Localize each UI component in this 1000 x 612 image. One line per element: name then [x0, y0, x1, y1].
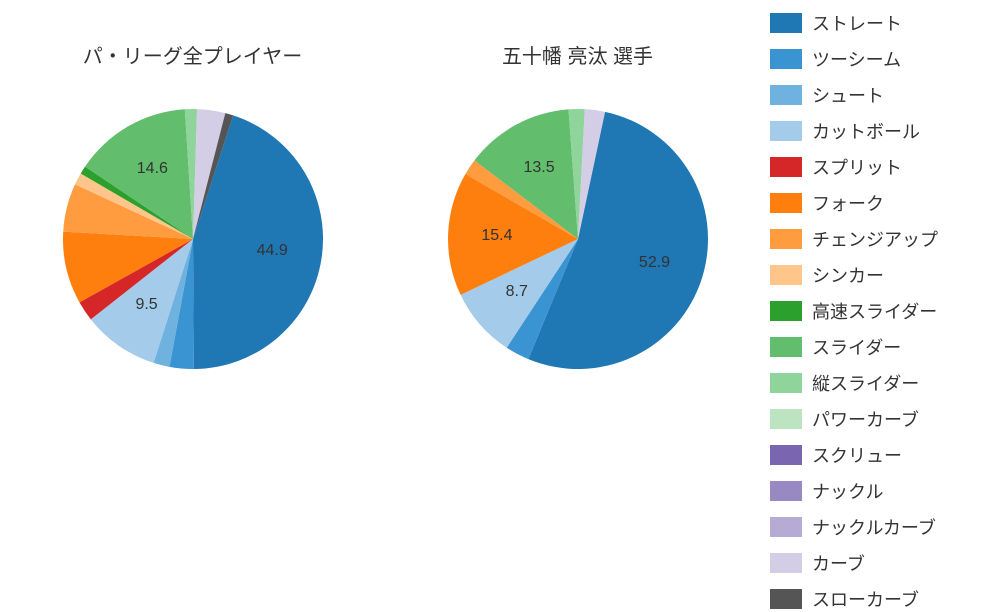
- chart-league: パ・リーグ全プレイヤー 44.9 9.5 14.6: [53, 40, 333, 379]
- legend-swatch: [770, 121, 802, 141]
- legend-label: パワーカーブ: [812, 406, 919, 432]
- legend-swatch: [770, 445, 802, 465]
- chart-title: 五十幡 亮汰 選手: [502, 40, 653, 69]
- legend-swatch: [770, 337, 802, 357]
- legend-swatch: [770, 229, 802, 249]
- legend-swatch: [770, 265, 802, 285]
- legend-swatch: [770, 373, 802, 393]
- chart-container: パ・リーグ全プレイヤー 44.9 9.5 14.6 五十幡 亮汰 選手 52.9 8.7 15…: [0, 0, 1000, 600]
- legend-item-straight: ストレート: [770, 10, 1000, 36]
- legend-item-power_curve: パワーカーブ: [770, 406, 1000, 432]
- legend-label: ナックルカーブ: [812, 514, 936, 540]
- slice-label: 52.9: [639, 254, 670, 272]
- slice-label: 9.5: [135, 296, 157, 314]
- legend-item-screw: スクリュー: [770, 442, 1000, 468]
- legend-item-twoseam: ツーシーム: [770, 46, 1000, 72]
- legend-swatch: [770, 517, 802, 537]
- legend-label: スローカーブ: [812, 586, 919, 612]
- legend-label: ナックル: [812, 478, 883, 504]
- legend-label: カットボール: [812, 118, 920, 144]
- legend-item-hs_slider: 高速スライダー: [770, 298, 1000, 324]
- legend-item-slider: スライダー: [770, 334, 1000, 360]
- legend-item-split: スプリット: [770, 154, 1000, 180]
- legend-label: フォーク: [812, 190, 884, 216]
- legend-swatch: [770, 49, 802, 69]
- slice-label: 14.6: [137, 160, 168, 178]
- pie: 52.9 8.7 15.4 13.5: [438, 99, 718, 379]
- slice-label: 13.5: [523, 159, 554, 177]
- legend-item-fork: フォーク: [770, 190, 1000, 216]
- legend-label: 高速スライダー: [812, 298, 937, 324]
- legend-swatch: [770, 157, 802, 177]
- legend-label: スクリュー: [812, 442, 902, 468]
- legend-swatch: [770, 301, 802, 321]
- legend: ストレートツーシームシュートカットボールスプリットフォークチェンジアップシンカー…: [770, 0, 1000, 600]
- legend-swatch: [770, 553, 802, 573]
- legend-swatch: [770, 589, 802, 609]
- legend-item-slow_curve: スローカーブ: [770, 586, 1000, 612]
- legend-swatch: [770, 193, 802, 213]
- legend-item-curve: カーブ: [770, 550, 1000, 576]
- legend-swatch: [770, 409, 802, 429]
- pie: 44.9 9.5 14.6: [53, 99, 333, 379]
- legend-item-knuckle_curve: ナックルカーブ: [770, 514, 1000, 540]
- legend-label: 縦スライダー: [812, 370, 919, 396]
- slice-label: 44.9: [257, 242, 288, 260]
- legend-item-cutball: カットボール: [770, 118, 1000, 144]
- legend-item-shoot: シュート: [770, 82, 1000, 108]
- legend-swatch: [770, 481, 802, 501]
- legend-swatch: [770, 13, 802, 33]
- legend-swatch: [770, 85, 802, 105]
- legend-item-changeup: チェンジアップ: [770, 226, 1000, 252]
- legend-item-v_slider: 縦スライダー: [770, 370, 1000, 396]
- legend-label: スプリット: [812, 154, 902, 180]
- slice-label: 15.4: [481, 227, 512, 245]
- chart-title: パ・リーグ全プレイヤー: [83, 40, 302, 69]
- slice-label: 8.7: [506, 283, 528, 301]
- legend-label: ストレート: [812, 10, 902, 36]
- legend-item-knuckle: ナックル: [770, 478, 1000, 504]
- legend-item-sinker: シンカー: [770, 262, 1000, 288]
- legend-label: スライダー: [812, 334, 901, 360]
- legend-label: シュート: [812, 82, 884, 108]
- legend-label: シンカー: [812, 262, 884, 288]
- legend-label: ツーシーム: [812, 46, 901, 72]
- legend-label: カーブ: [812, 550, 865, 576]
- chart-player: 五十幡 亮汰 選手 52.9 8.7 15.4 13.5: [438, 40, 718, 379]
- legend-label: チェンジアップ: [812, 226, 938, 252]
- charts-area: パ・リーグ全プレイヤー 44.9 9.5 14.6 五十幡 亮汰 選手 52.9 8.7 15…: [0, 0, 770, 600]
